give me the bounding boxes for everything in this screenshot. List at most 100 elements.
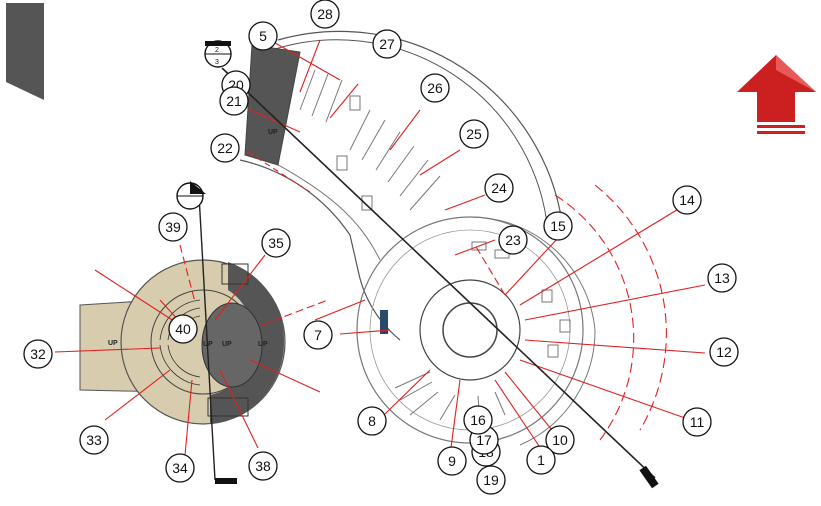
grid-bubble-19: 19 — [476, 465, 506, 495]
grid-bubble-25: 25 — [459, 119, 489, 149]
stair-up-label-c2: UP — [222, 341, 232, 348]
grid-bubble-8: 8 — [357, 406, 387, 436]
grid-bubble-circle — [498, 225, 528, 255]
section-marker-bottom-num: 3 — [215, 59, 219, 66]
grid-bubble-label: 39 — [165, 219, 181, 235]
grid-bubble-24: 24 — [484, 173, 514, 203]
grid-bubble-circle — [23, 339, 53, 369]
section-marker-top-num: 2 — [215, 47, 219, 54]
grid-bubble-label: 28 — [317, 6, 333, 22]
grid-bubble-circle — [310, 0, 340, 29]
stair-up-label-c4: UP — [108, 340, 118, 347]
grid-bubble-14: 14 — [672, 185, 702, 215]
grid-bubble-5: 5 — [248, 21, 278, 51]
section-lines-c — [54, 244, 329, 456]
grid-bubble-circle — [248, 451, 278, 481]
grid-bubble-circle — [372, 29, 402, 59]
grid-bubble-label: 1 — [537, 452, 545, 468]
grid-bubble-circle — [261, 228, 291, 258]
grid-bubble-35: 35 — [261, 228, 291, 258]
grid-bubble-label: 17 — [476, 432, 492, 448]
grid-bubble-38: 38 — [248, 451, 278, 481]
grid-bubble-39: 39 — [158, 212, 188, 242]
grid-bubble-13: 13 — [707, 263, 737, 293]
grid-bubble-label: 22 — [217, 140, 233, 156]
grid-bubble-label: 21 — [226, 93, 242, 109]
grid-bubble-label: 5 — [259, 28, 267, 44]
grid-bubble-label: 11 — [690, 414, 705, 430]
grid-bubble-label: 34 — [172, 460, 188, 476]
stair-up-label-c3: UP — [258, 341, 268, 348]
dark-bar-icon — [6, 3, 44, 100]
grid-bubble-34: 34 — [165, 453, 195, 483]
grid-bubble-7: 7 — [303, 320, 333, 350]
grid-bubble-circle — [543, 211, 573, 241]
grid-bubble-23: 23 — [498, 225, 528, 255]
grid-bubble-circle — [219, 86, 249, 116]
grid-bubble-12: 12 — [709, 337, 739, 367]
grid-bubble-40: 40 — [168, 314, 198, 344]
grid-bubble-circle — [463, 405, 493, 435]
grid-bubble-circle — [484, 173, 514, 203]
grid-bubble-label: 25 — [466, 126, 482, 142]
grid-bubble-circle — [420, 73, 450, 103]
grid-bubble-label: 33 — [86, 432, 102, 448]
grid-bubble-label: 38 — [255, 458, 271, 474]
stair-up-label-a: UP — [268, 129, 278, 136]
grid-bubble-9: 9 — [437, 446, 467, 476]
grid-bubble-21: 21 — [219, 86, 249, 116]
grid-bubble-circle — [158, 212, 188, 242]
grid-bubble-label: 27 — [379, 36, 395, 52]
grid-bubble-label: 32 — [30, 346, 46, 362]
grid-bubble-16: 16 — [463, 405, 493, 435]
grid-bubble-circle — [707, 263, 737, 293]
grid-bubble-circle — [476, 465, 506, 495]
grid-bubble-circle — [357, 406, 387, 436]
grid-bubble-label: 10 — [552, 432, 568, 448]
grid-bubble-label: 14 — [679, 192, 695, 208]
red-arrow-up-icon — [737, 55, 816, 134]
grid-bubble-label: 12 — [716, 344, 732, 360]
grid-bubble-15: 15 — [543, 211, 573, 241]
grid-bubble-label: 15 — [550, 218, 566, 234]
grid-bubble-circle — [682, 407, 712, 437]
grid-bubble-label: 40 — [175, 321, 191, 337]
grid-bubble-circle — [79, 425, 109, 455]
grid-bubble-label: 24 — [491, 180, 507, 196]
grid-bubble-circle — [165, 453, 195, 483]
grid-bubble-circle — [709, 337, 739, 367]
grid-bubble-label: 23 — [505, 232, 521, 248]
section-lines-b — [247, 39, 706, 456]
grid-bubble-label: 8 — [368, 413, 376, 429]
grid-bubble-circle — [545, 425, 575, 455]
grid-bubble-label: 13 — [714, 270, 730, 286]
grid-bubble-32: 32 — [23, 339, 53, 369]
grid-bubble-label: 26 — [427, 80, 443, 96]
grid-bubble-circle — [459, 119, 489, 149]
grid-bubble-circle — [437, 446, 467, 476]
grid-bubble-28: 28 — [310, 0, 340, 29]
section-cut-line — [221, 67, 659, 489]
grid-bubble-circle — [248, 21, 278, 51]
grid-bubble-label: 16 — [470, 412, 486, 428]
curved-wing: UP — [239, 30, 563, 341]
grid-bubble-label: 7 — [314, 327, 322, 343]
grid-bubbles: 5282726252423151413121110119181716987202… — [23, 0, 739, 495]
grid-bubble-circle — [210, 133, 240, 163]
grid-bubble-22: 22 — [210, 133, 240, 163]
section-marker-c — [176, 181, 206, 210]
grid-bubble-33: 33 — [79, 425, 109, 455]
grid-bubble-label: 35 — [268, 235, 284, 251]
grid-bubble-26: 26 — [420, 73, 450, 103]
grid-bubble-1: 1 — [526, 445, 556, 475]
grid-bubble-27: 27 — [372, 29, 402, 59]
section-marker-top: 2 3 — [204, 40, 232, 68]
grid-bubble-circle — [526, 445, 556, 475]
grid-bubble-circle — [672, 185, 702, 215]
grid-bubble-10: 10 — [545, 425, 575, 455]
grid-bubble-label: 19 — [483, 472, 499, 488]
section-cut-line-c — [198, 194, 237, 484]
grid-bubble-circle — [168, 314, 198, 344]
